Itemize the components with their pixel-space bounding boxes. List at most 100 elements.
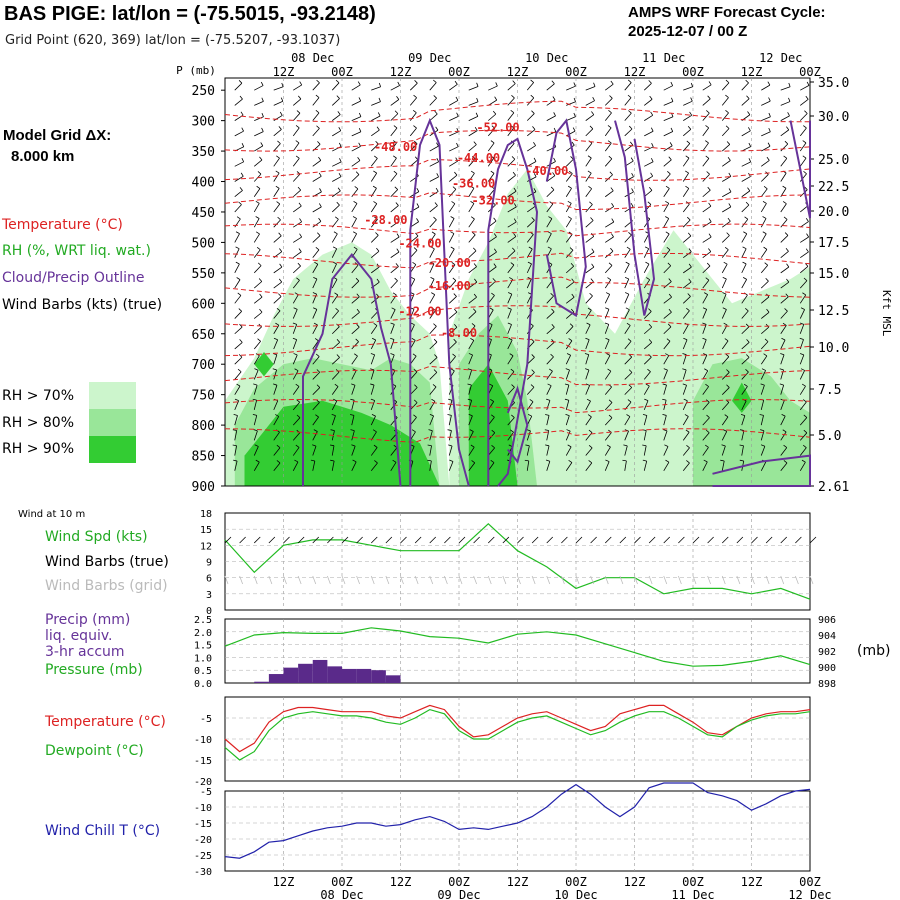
wind-barb-flag bbox=[782, 322, 787, 326]
wind-barb bbox=[331, 326, 340, 335]
wind-barb-flag bbox=[508, 337, 513, 341]
pressure-line bbox=[224, 627, 811, 667]
wind-barb bbox=[234, 279, 241, 289]
wind-barb-flag bbox=[568, 170, 573, 174]
wind-barb bbox=[800, 236, 809, 243]
wind-barb-flag bbox=[704, 292, 708, 295]
wind-barb bbox=[507, 324, 512, 334]
wind-barb-flag bbox=[779, 383, 784, 386]
top-hour-label: 12Z bbox=[507, 65, 529, 79]
wind-barb bbox=[273, 385, 278, 395]
wind-barb-flag bbox=[297, 186, 302, 191]
height-axis-label: Kft MSL bbox=[880, 290, 893, 337]
wind-barb bbox=[780, 203, 787, 213]
wind-barb-flag bbox=[314, 261, 319, 265]
wind-barbs-true-label: Wind Barbs (true) bbox=[45, 554, 169, 570]
wind-barb-flag bbox=[277, 140, 281, 144]
wind-barb-flag bbox=[474, 126, 478, 131]
wind-barb-grid bbox=[634, 575, 638, 585]
wind-barb-flag bbox=[353, 246, 358, 250]
wind-barb-flag bbox=[254, 368, 259, 371]
wind-barb-flag bbox=[605, 307, 610, 310]
wind-barb-true bbox=[692, 536, 700, 544]
wind-barb bbox=[566, 85, 576, 91]
wind-barb bbox=[624, 128, 633, 137]
wind-barb bbox=[604, 294, 611, 304]
wind-barb-flag bbox=[764, 262, 768, 266]
wind-barb bbox=[331, 263, 337, 274]
temp-contour-label: -24.00 bbox=[398, 236, 441, 250]
wind-barb bbox=[604, 142, 612, 152]
wind-barb-flag bbox=[452, 277, 457, 281]
wind-barb-flag bbox=[378, 97, 381, 102]
wind-barb-flag bbox=[295, 444, 300, 448]
wind-barb-flag bbox=[767, 81, 771, 86]
wind-barb-flag bbox=[533, 188, 537, 192]
wind-barb-flag bbox=[668, 308, 672, 313]
wind-barb-flag bbox=[649, 187, 653, 191]
wind-barb-flag bbox=[275, 185, 280, 189]
wind-barb bbox=[292, 142, 300, 152]
wind-barb-grid bbox=[327, 575, 331, 585]
wind-barb-flag bbox=[332, 246, 337, 250]
wind-barb-flag bbox=[651, 143, 654, 147]
wind-barb-flag bbox=[472, 247, 477, 252]
wind-barb bbox=[234, 311, 242, 319]
wind-barb-flag bbox=[726, 141, 731, 145]
wind-barb-flag bbox=[606, 444, 611, 448]
wind-barb-grid bbox=[385, 575, 390, 585]
wind-barb-flag bbox=[705, 277, 710, 281]
wind-barb-flag bbox=[682, 383, 687, 386]
wind-barb bbox=[682, 188, 690, 197]
wind-barb-flag bbox=[393, 170, 398, 175]
height-tick-label: 25.0 bbox=[818, 153, 849, 168]
wind-barb bbox=[663, 462, 670, 471]
wind-barb bbox=[682, 203, 690, 213]
wind-barb-flag bbox=[275, 170, 280, 174]
wind-barb bbox=[546, 83, 555, 91]
dewpoint-label: Dewpoint (°C) bbox=[45, 743, 144, 759]
wind-barb-flag bbox=[662, 414, 667, 416]
wind-barb bbox=[351, 116, 362, 121]
wind-speed-line bbox=[224, 522, 811, 600]
wind-barb bbox=[253, 203, 260, 213]
wind-barb-flag bbox=[240, 172, 244, 177]
wind-barb bbox=[643, 279, 651, 289]
wind-barb bbox=[449, 84, 458, 91]
wind-chill-tick-label: -25 bbox=[194, 851, 212, 862]
wind-barb-flag bbox=[591, 111, 595, 115]
wind-barb-flag bbox=[799, 322, 804, 325]
bottom-hour-label: 00Z bbox=[565, 875, 587, 889]
wind-barb bbox=[507, 236, 517, 243]
wind-barb-flag bbox=[510, 125, 515, 129]
wind-barb bbox=[565, 384, 570, 395]
pressure-tick-label: 250 bbox=[192, 84, 215, 99]
wind-barb-grid bbox=[224, 575, 229, 585]
wind-barb-flag bbox=[372, 429, 377, 433]
wind-barb-flag bbox=[237, 368, 242, 373]
wind-barb bbox=[312, 356, 320, 365]
wind-barb-true bbox=[356, 536, 363, 544]
wind-barb bbox=[253, 233, 260, 243]
wind-barb-flag bbox=[803, 277, 808, 281]
wind-barb bbox=[448, 341, 457, 350]
wind-barb-flag bbox=[470, 170, 475, 174]
wind-barb-flag bbox=[252, 398, 257, 401]
wind-barb-true bbox=[327, 536, 334, 544]
top-hour-label: 00Z bbox=[799, 65, 821, 79]
wind-barb bbox=[370, 325, 378, 334]
wind-barb bbox=[253, 446, 259, 456]
wind-barb bbox=[449, 115, 459, 121]
wind-barb-flag bbox=[241, 142, 245, 147]
wind-barb bbox=[624, 97, 632, 106]
wind-barb bbox=[799, 113, 808, 121]
wind-barb bbox=[546, 445, 550, 456]
cloud-outline-path bbox=[409, 117, 470, 487]
wind-barb bbox=[390, 85, 400, 91]
wind-barb bbox=[507, 279, 514, 289]
wind-barb-grid bbox=[561, 575, 565, 585]
wind-barb-flag bbox=[705, 155, 710, 159]
wind-barb-flag bbox=[355, 277, 360, 282]
wind-barb-flag bbox=[745, 79, 749, 84]
wind-barb-flag bbox=[373, 201, 378, 204]
